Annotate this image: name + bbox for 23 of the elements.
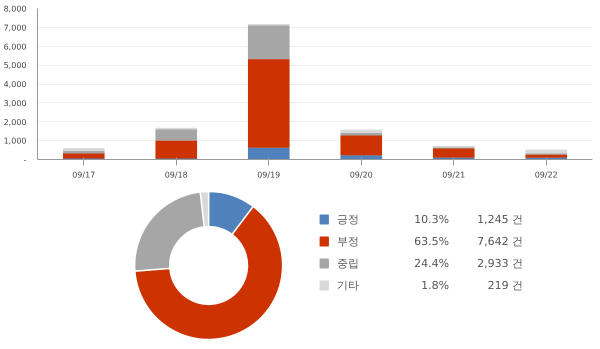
text: 63.5% 7,642 건 [414,235,524,248]
text: 24.4% 2,933 건 [414,257,524,270]
y-tick-label: 5,000 [4,61,27,70]
y-tick-label: 6,000 [4,42,27,52]
y-tick-label: 8,000 [4,4,27,14]
x-tick-label: 09/20 [350,170,373,180]
legend-label: 중립 [337,257,360,270]
x-tick-label: 09/18 [164,170,188,180]
x-tick-label: 09/21 [442,170,466,180]
x-tick-label: 09/17 [72,170,96,180]
y-tick-label: 7,000 [4,23,27,32]
y-tick-label: 4,000 [4,80,27,89]
y-tick-label: 1,000 [4,136,27,146]
legend-label: 기타 [337,279,360,292]
y-tick-label: 3,000 [4,98,27,108]
x-tick-label: 09/19 [257,170,280,180]
x-tick-label: 09/22 [534,170,558,180]
text: 1.8% 219 건 [421,279,524,292]
legend-label: 부정 [337,235,360,248]
legend-label: 긍정 [337,213,360,226]
text: 10.3% 1,245 건 [414,213,524,226]
y-tick-label: 2,000 [4,118,27,127]
y-tick-label: - [24,156,27,164]
